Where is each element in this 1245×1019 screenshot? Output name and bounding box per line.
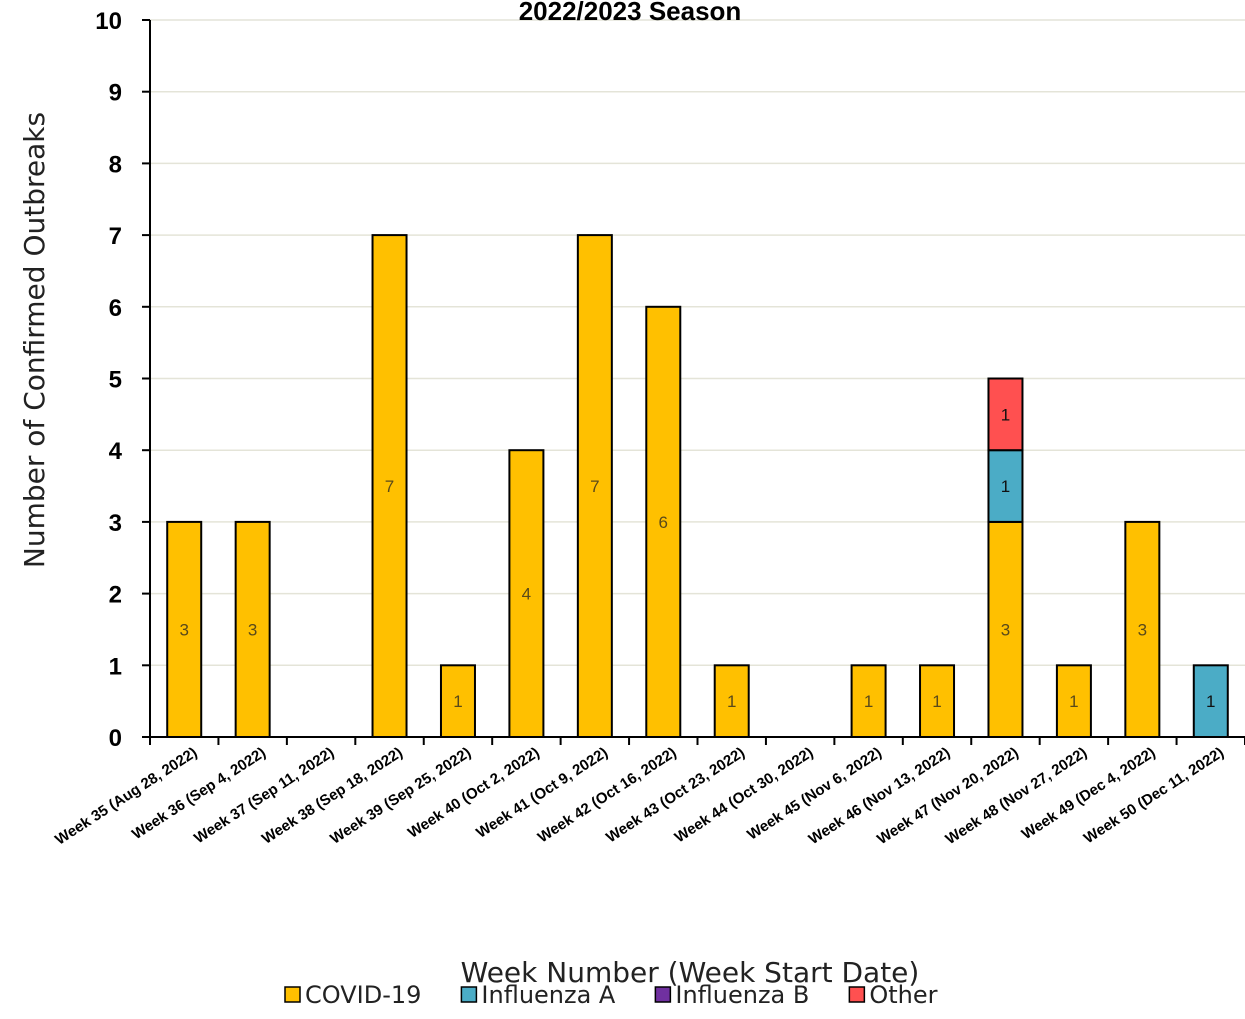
bar-segment [987,449,1024,523]
bar-segment [1124,520,1161,739]
data-label: 1 [932,692,941,711]
legend-swatch [284,986,301,1003]
y-axis-label: Number of Confirmed Outbreaks [18,112,51,568]
bar-segment [1055,664,1092,738]
legend-item: Influenza A [460,981,616,1009]
chart-title: 2022/2023 Season [519,0,742,26]
bars: 3 3 7 1 4 7 6 1 1 1 3 1 1 1 3 1 [166,234,1229,739]
y-tick-label: 7 [109,223,122,250]
axes [142,19,1245,745]
y-tick-label: 1 [109,653,122,680]
y-tick-label: 5 [109,367,122,394]
data-label: 7 [590,477,599,496]
data-label: 1 [1001,477,1010,496]
legend-swatch [848,986,866,1003]
data-label: 1 [1206,692,1215,711]
legend-label: Other [869,981,937,1009]
bar-segment [850,664,887,738]
data-label: 1 [864,692,873,711]
bar-segment [919,664,956,738]
bar-segment [439,664,476,738]
y-tick-label: 9 [109,80,122,107]
data-label: 3 [1001,620,1010,639]
data-label: 1 [727,692,736,711]
y-tick-labels: 0 1 2 3 4 5 6 7 8 9 10 [95,8,122,752]
legend: COVID-19 Influenza A Influenza B Other [284,981,938,1009]
bar-segment [645,305,682,738]
legend-item: Influenza B [654,981,809,1009]
data-label: 3 [179,620,188,639]
data-label: 7 [385,477,394,496]
data-label: 3 [1138,620,1147,639]
data-label: 1 [453,692,462,711]
legend-label: COVID-19 [305,981,421,1009]
legend-item: COVID-19 [284,981,421,1009]
x-axis-label: Week Number (Week Start Date) [461,956,920,989]
legend-label: Influenza B [675,981,809,1009]
y-tick-label: 10 [95,8,122,35]
data-label: 3 [248,620,257,639]
data-label: 1 [1001,405,1010,424]
legend-swatch [654,986,672,1003]
gridlines [150,19,1245,667]
legend-swatch [460,986,478,1003]
bar-segment [576,234,613,738]
y-tick-label: 3 [109,510,122,537]
y-tick-label: 4 [109,438,123,465]
bar-segment [234,520,271,739]
data-label: 4 [522,585,531,604]
bar-segment [166,520,203,739]
y-tick-label: 8 [109,151,122,178]
bar-segment [987,377,1024,452]
y-tick-label: 0 [109,725,122,752]
x-tick-labels: Week 35 (Aug 28, 2022)Week 36 (Sep 4, 20… [52,744,1227,848]
y-tick-label: 2 [109,582,122,609]
data-label: 1 [1069,692,1078,711]
data-label: 6 [659,513,668,532]
y-tick-label: 6 [109,295,122,322]
legend-label: Influenza A [481,981,616,1009]
bar-segment [508,449,545,738]
legend-item: Other [848,981,938,1009]
